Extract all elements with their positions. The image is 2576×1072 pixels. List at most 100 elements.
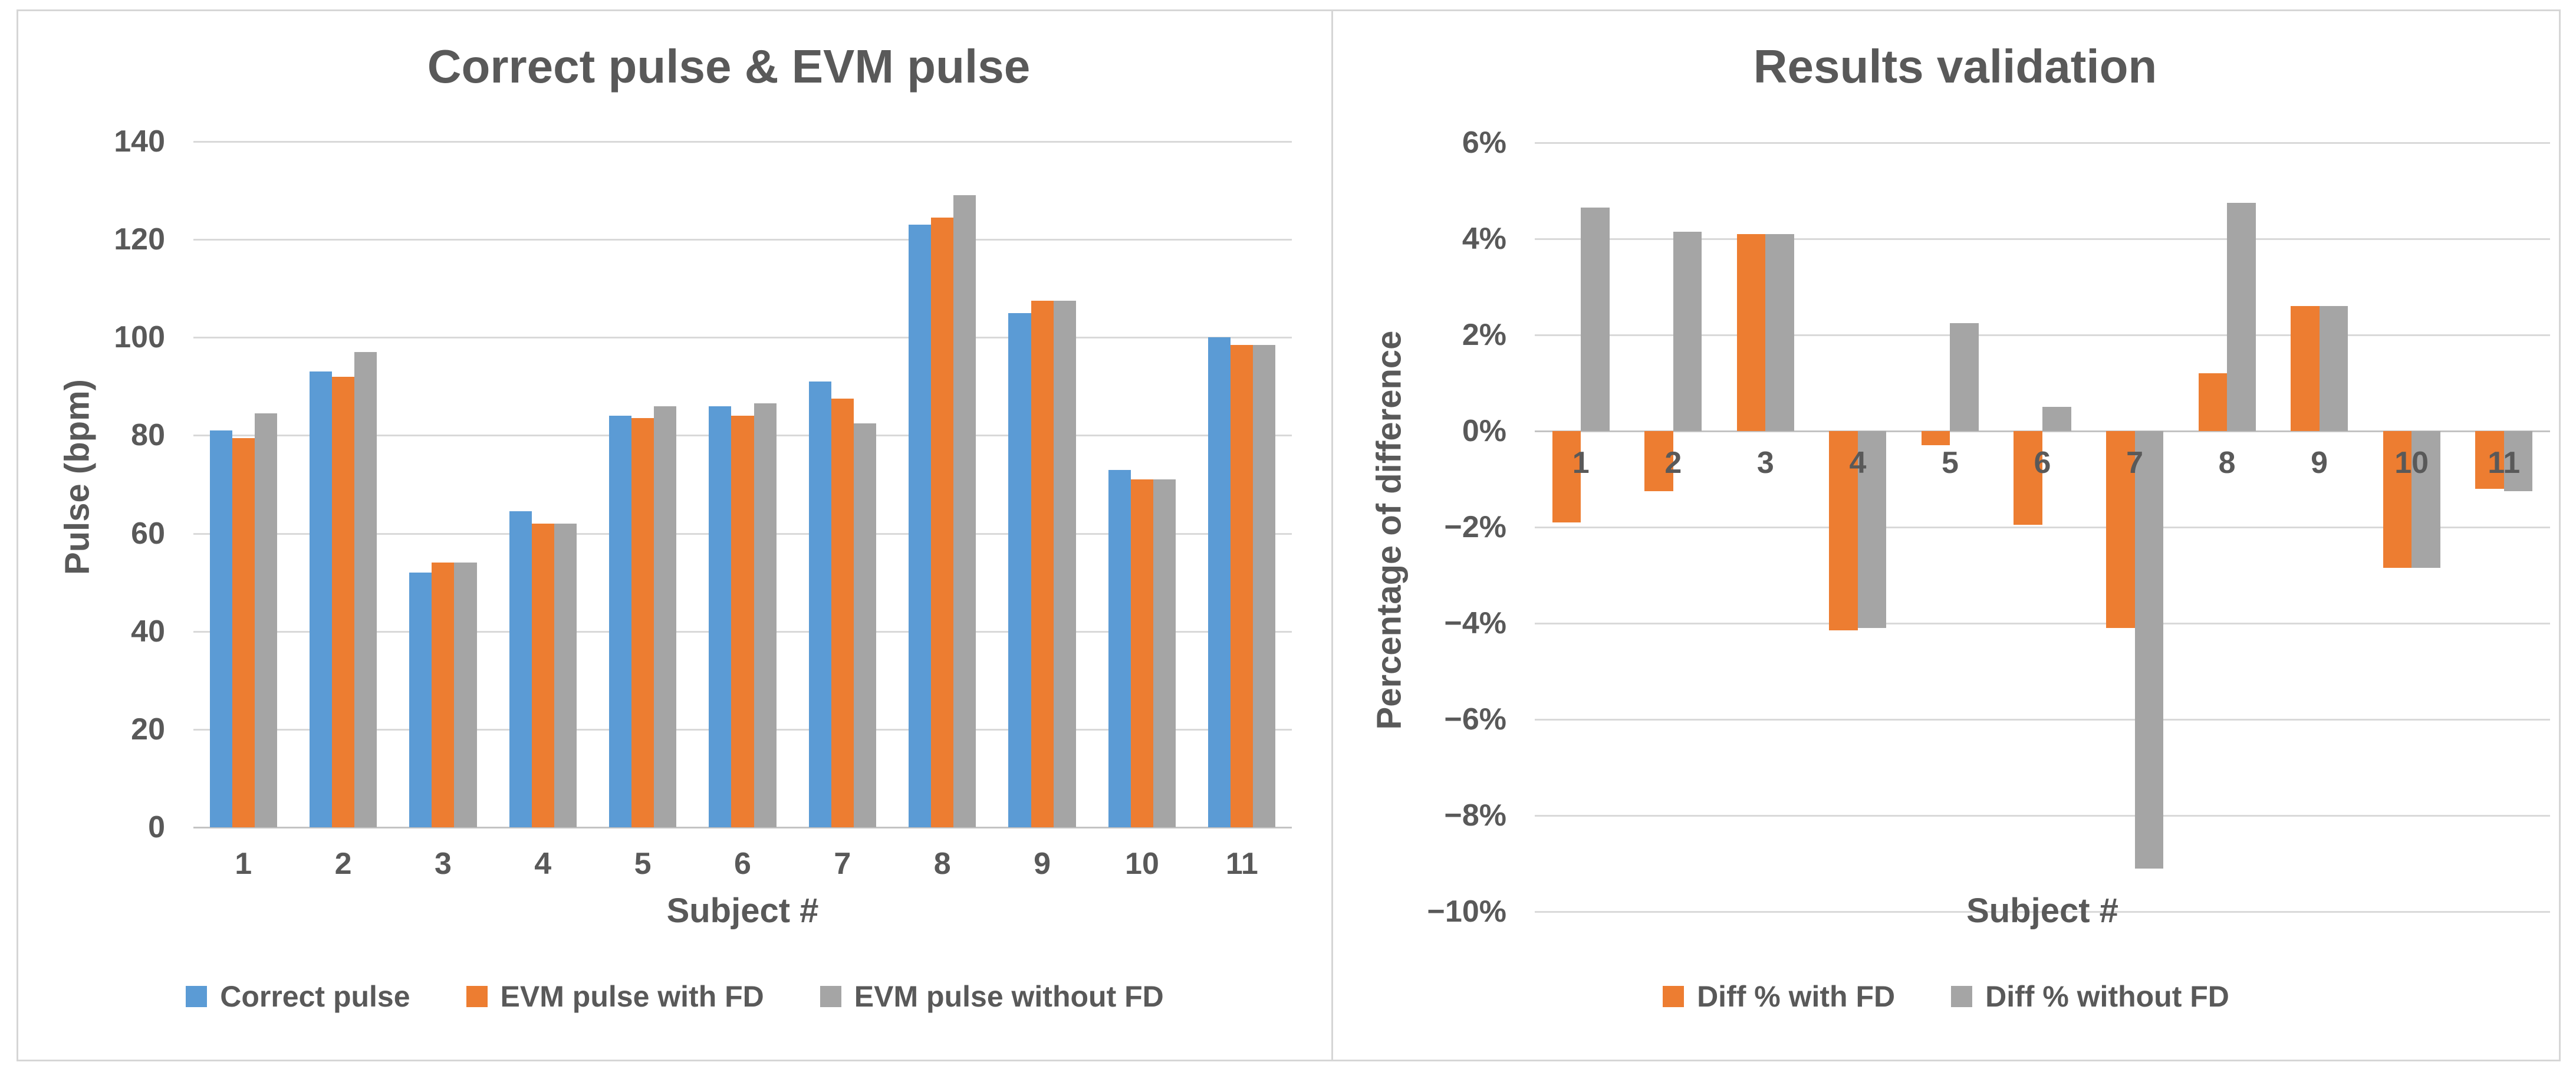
bar-series1-subject9 xyxy=(2291,306,2320,431)
y-tick-label: −6% xyxy=(1444,702,1506,736)
bar-series2-subject8 xyxy=(931,217,954,827)
bar-series3-subject7 xyxy=(853,423,876,827)
x-tick-label: 6 xyxy=(734,847,751,881)
x-tick-label: 7 xyxy=(834,847,851,881)
bar-series1-subject4 xyxy=(1829,431,1858,631)
bar-series2-subject10 xyxy=(1130,479,1153,827)
y-tick-label: 40 xyxy=(131,614,165,649)
y-tick-label: 4% xyxy=(1462,222,1506,256)
y-tick-label: 2% xyxy=(1462,318,1506,352)
bar-series3-subject1 xyxy=(254,413,277,827)
validation-chart-panel: Results validation Percentage of differe… xyxy=(1331,9,2561,1061)
bar-series2-subject9 xyxy=(2319,306,2348,431)
legend-item: Diff % with FD xyxy=(1663,979,1895,1014)
y-tick-label: −8% xyxy=(1444,798,1506,833)
x-tick-label: 8 xyxy=(933,847,951,881)
x-tick-label: 4 xyxy=(534,847,552,881)
x-tick-label: 10 xyxy=(2394,446,2429,480)
x-tick-label: 3 xyxy=(1756,446,1774,480)
y-tick-label: 60 xyxy=(131,516,165,551)
gridline xyxy=(1535,142,2550,144)
x-tick-label: 10 xyxy=(1125,847,1159,881)
x-tick-label: 7 xyxy=(2126,446,2143,480)
y-tick-label: 20 xyxy=(131,712,165,747)
x-tick-label: 5 xyxy=(1941,446,1959,480)
legend-swatch-gray xyxy=(1951,986,1973,1007)
bar-series2-subject9 xyxy=(1031,300,1054,827)
y-tick-label: 100 xyxy=(114,320,165,355)
legend-item: Correct pulse xyxy=(186,979,410,1014)
y-tick-label: −2% xyxy=(1444,510,1506,544)
y-tick-label: 140 xyxy=(114,124,165,159)
gridline xyxy=(1535,815,2550,817)
bar-series1-subject4 xyxy=(509,511,532,827)
bar-series2-subject3 xyxy=(1765,234,1794,431)
bar-series1-subject11 xyxy=(1208,337,1231,827)
bar-series3-subject4 xyxy=(554,523,577,827)
bar-series1-subject7 xyxy=(808,382,831,827)
x-axis-line xyxy=(193,827,1292,828)
bar-series1-subject1 xyxy=(1552,431,1581,522)
legend-label: EVM pulse with FD xyxy=(500,980,764,1013)
legend-swatch-orange xyxy=(1663,986,1685,1007)
bar-series1-subject8 xyxy=(909,225,932,827)
gridline xyxy=(1535,527,2550,528)
bar-series3-subject8 xyxy=(953,195,976,827)
bar-series1-subject11 xyxy=(2475,431,2504,489)
chart-title: Results validation xyxy=(1753,40,2157,93)
legend-label: Diff % with FD xyxy=(1697,980,1896,1013)
pulse-chart-panel: Correct pulse & EVM pulse Pulse (bpm) 14… xyxy=(17,9,1333,1061)
legend-item: Diff % without FD xyxy=(1951,979,2229,1014)
bar-series2-subject1 xyxy=(232,438,255,827)
bar-series2-subject6 xyxy=(731,416,754,827)
legend-label: Diff % without FD xyxy=(1985,980,2229,1013)
gridline xyxy=(193,141,1292,143)
x-axis-title: Subject # xyxy=(1966,892,2118,930)
bar-series2-subject4 xyxy=(531,523,554,827)
bar-series1-subject8 xyxy=(2198,373,2228,431)
x-tick-label: 1 xyxy=(235,847,252,881)
bar-series1-subject6 xyxy=(2014,431,2042,525)
gridline xyxy=(1535,238,2550,240)
gridline xyxy=(1535,334,2550,336)
bar-series2-subject7 xyxy=(2134,431,2164,869)
bar-series3-subject10 xyxy=(1153,479,1176,827)
x-tick-label: 1 xyxy=(1572,446,1590,480)
y-tick-label: 0% xyxy=(1462,414,1506,448)
bar-series2-subject5 xyxy=(1950,323,1979,431)
legend-item: EVM pulse without FD xyxy=(820,979,1164,1014)
x-tick-label: 9 xyxy=(1034,847,1051,881)
bar-series1-subject6 xyxy=(709,406,732,827)
legend-label: Correct pulse xyxy=(220,980,410,1013)
x-tick-label: 6 xyxy=(2034,446,2051,480)
legend-label: EVM pulse without FD xyxy=(854,980,1164,1013)
chart-title: Correct pulse & EVM pulse xyxy=(427,40,1031,93)
bar-series2-subject4 xyxy=(1857,431,1887,629)
gridline xyxy=(193,239,1292,241)
bar-series1-subject9 xyxy=(1008,313,1031,827)
legend: Diff % with FD Diff % without FD xyxy=(1333,979,2559,1014)
y-axis-title: Pulse (bpm) xyxy=(58,379,97,575)
bar-series1-subject5 xyxy=(1921,431,1950,446)
bar-series1-subject5 xyxy=(608,416,632,827)
bar-series3-subject5 xyxy=(654,406,677,827)
bar-series2-subject7 xyxy=(831,399,854,827)
bar-series2-subject2 xyxy=(1673,231,1702,431)
bar-series1-subject7 xyxy=(2106,431,2135,629)
x-tick-label: 2 xyxy=(334,847,352,881)
legend-swatch-gray xyxy=(820,986,841,1007)
legend-item: EVM pulse with FD xyxy=(466,979,764,1014)
bar-series1-subject1 xyxy=(209,430,232,827)
x-tick-label: 9 xyxy=(2311,446,2328,480)
y-tick-label: −4% xyxy=(1444,606,1506,640)
x-axis-line xyxy=(1535,430,2550,432)
bar-series2-subject6 xyxy=(2042,407,2071,431)
y-axis-title: Percentage of difference xyxy=(1370,330,1409,730)
x-tick-label: 8 xyxy=(2218,446,2236,480)
plot-area: 6% 4% 2% 0% −2% −4% −6% −8% −10% 1 2 3 4 5 6 7 8 9 10 11 xyxy=(1427,126,2550,929)
bar-series2-subject10 xyxy=(2411,431,2440,568)
bar-series3-subject3 xyxy=(454,563,477,827)
x-tick-label: 2 xyxy=(1664,446,1682,480)
y-tick-label: 80 xyxy=(131,418,165,453)
